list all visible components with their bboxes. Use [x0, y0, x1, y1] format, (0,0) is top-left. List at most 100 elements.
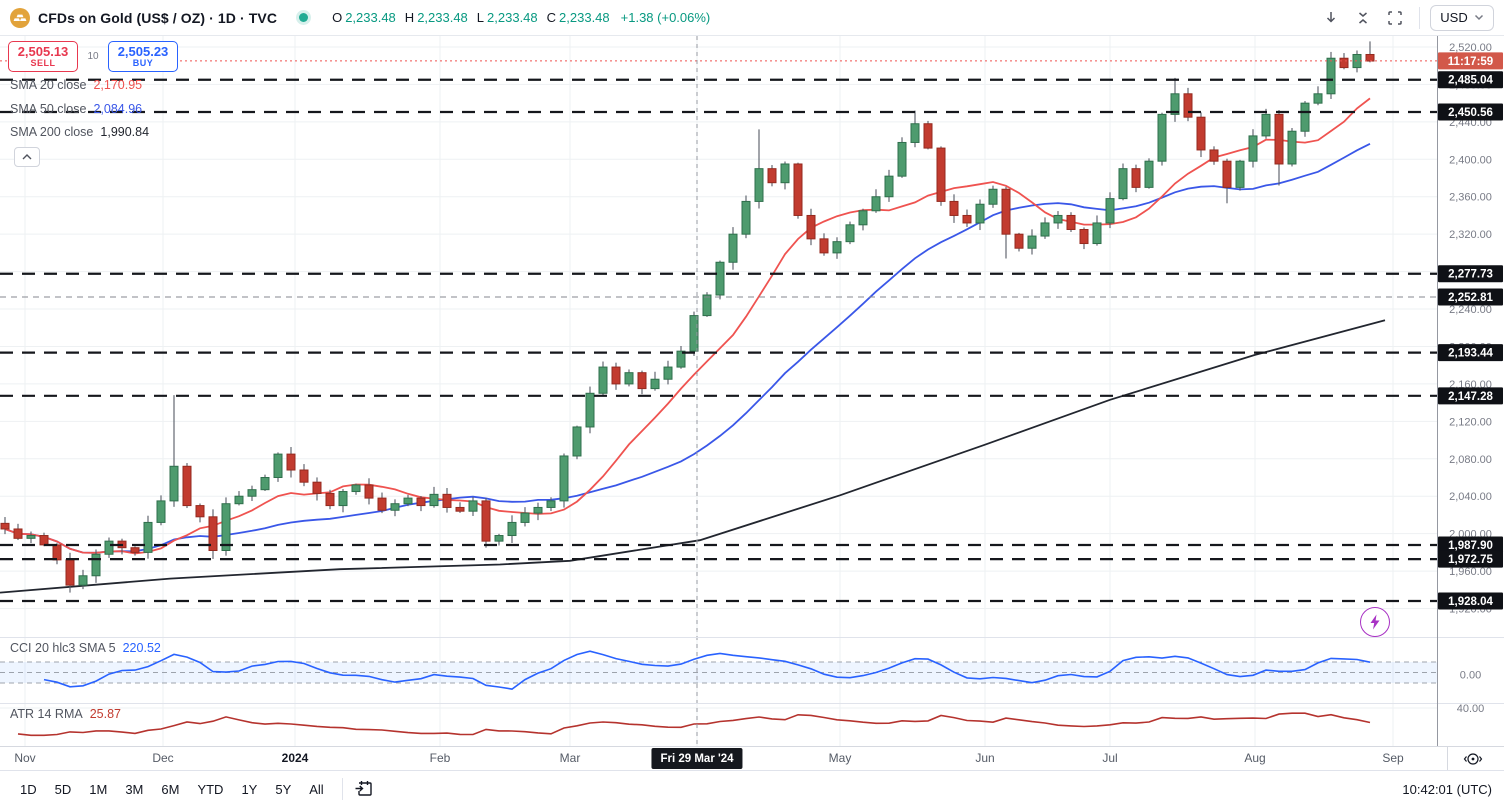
sma50-label: SMA 50 close	[10, 102, 87, 116]
month-label: May	[828, 751, 852, 765]
header-divider	[1419, 6, 1420, 29]
atr-line	[17, 712, 1371, 737]
symbol-title[interactable]: CFDs on Gold (US$ / OZ) · 1D · TVC	[38, 9, 278, 26]
currency-value: USD	[1440, 10, 1468, 25]
svg-text:40.00: 40.00	[1457, 703, 1485, 715]
trade-panel: 2,505.13 SELL 10 2,505.23 BUY	[8, 41, 178, 72]
high-value: 2,233.48	[417, 10, 468, 25]
svg-text:1,987.90: 1,987.90	[1448, 540, 1493, 552]
price-level-labels: 2,485.04 2,450.56 2,277.73 2,252.81 2,193.44…	[1438, 52, 1503, 610]
range-button-5d[interactable]: 5D	[47, 777, 80, 802]
range-button-1d[interactable]: 1D	[12, 777, 45, 802]
gold-symbol-logo-icon	[10, 7, 30, 28]
svg-text:2,320.00: 2,320.00	[1449, 229, 1492, 241]
svg-text:2,193.44: 2,193.44	[1448, 348, 1493, 360]
svg-text:0.00: 0.00	[1460, 670, 1481, 682]
svg-text:2,360.00: 2,360.00	[1449, 192, 1492, 204]
instant-trading-button[interactable]	[1360, 607, 1390, 637]
range-button-1y[interactable]: 1Y	[233, 777, 265, 802]
buy-label: BUY	[132, 57, 154, 68]
chart-header: CFDs on Gold (US$ / OZ) · 1D · TVC O 2,23…	[0, 0, 1504, 36]
svg-text:11:17:59: 11:17:59	[1448, 56, 1493, 68]
time-axis[interactable]: Nov Dec 2024 Feb Mar May Jun Jul Aug Sep Fri 29 M…	[0, 746, 1504, 771]
timezone-icon	[1463, 753, 1483, 765]
month-label: Jun	[975, 751, 995, 765]
grid-lines	[0, 36, 1437, 746]
range-button-5y[interactable]: 5Y	[267, 777, 299, 802]
svg-text:2,252.81: 2,252.81	[1448, 292, 1493, 304]
open-value: 2,233.48	[345, 10, 396, 25]
collapse-pane-button[interactable]	[1349, 4, 1377, 32]
svg-text:2,040.00: 2,040.00	[1449, 491, 1492, 503]
time-axis-divider	[1447, 747, 1448, 771]
sma20-line	[4, 97, 1371, 555]
month-label: Aug	[1244, 751, 1266, 765]
sell-button[interactable]: 2,505.13 SELL	[8, 41, 78, 72]
range-button-1m[interactable]: 1M	[81, 777, 115, 802]
svg-text:2,520.00: 2,520.00	[1449, 42, 1492, 54]
cci-value: 220.52	[122, 641, 161, 655]
calendar-goto-icon	[355, 781, 372, 796]
svg-text:2,277.73: 2,277.73	[1448, 269, 1493, 281]
timezone-settings-button[interactable]	[1460, 749, 1486, 769]
buy-button[interactable]: 2,505.23 BUY	[108, 41, 178, 72]
legend-sma20[interactable]: SMA 20 close 2,170.95	[10, 78, 142, 92]
svg-text:1,928.04: 1,928.04	[1448, 596, 1493, 608]
sma200-value: 1,990.84	[100, 125, 150, 139]
range-button-6m[interactable]: 6M	[153, 777, 187, 802]
bar-countdown-label	[1438, 52, 1503, 70]
chevron-up-icon	[22, 154, 32, 160]
legend-sma50[interactable]: SMA 50 close 2,084.96	[10, 102, 142, 116]
close-label: C	[546, 10, 557, 25]
atr-label: ATR 14 RMA	[10, 707, 83, 721]
spread-value: 10	[78, 51, 108, 62]
svg-text:1,960.00: 1,960.00	[1449, 566, 1492, 578]
svg-text:2,240.00: 2,240.00	[1449, 304, 1492, 316]
sell-price: 2,505.13	[17, 43, 69, 59]
range-button-ytd[interactable]: YTD	[189, 777, 231, 802]
svg-text:2,450.56: 2,450.56	[1448, 107, 1493, 119]
svg-text:2,080.00: 2,080.00	[1449, 454, 1492, 466]
cci-label: CCI 20 hlc3 SMA 5	[10, 641, 116, 655]
toolbar-divider	[341, 778, 343, 800]
sma200-label: SMA 200 close	[10, 125, 94, 139]
month-label: Dec	[152, 751, 174, 765]
month-label: Nov	[14, 751, 36, 765]
range-button-all[interactable]: All	[301, 777, 331, 802]
chevron-down-icon	[1474, 14, 1483, 21]
open-label: O	[332, 10, 343, 25]
change-value: +1.38 (+0.06%)	[620, 10, 711, 25]
month-label: Feb	[429, 751, 451, 765]
svg-text:2,400.00: 2,400.00	[1449, 154, 1492, 166]
range-button-3m[interactable]: 3M	[117, 777, 151, 802]
high-label: H	[404, 10, 415, 25]
go-to-date-button[interactable]	[353, 778, 375, 800]
crosshair-date-tooltip: Fri 29 Mar '24	[651, 748, 743, 769]
level-lines	[0, 78, 1437, 603]
month-label: 2024	[281, 751, 309, 765]
date-range-switcher: 1D 5D 1M 3M 6M YTD 1Y 5Y All	[12, 777, 332, 802]
collapse-legend-button[interactable]	[14, 147, 40, 167]
market-status-dot[interactable]	[299, 13, 309, 22]
sma20-label: SMA 20 close	[10, 78, 87, 92]
currency-dropdown[interactable]: USD	[1430, 4, 1494, 31]
utc-clock[interactable]: 10:42:01 (UTC)	[1402, 781, 1492, 797]
legend-sma200[interactable]: SMA 200 close 1,990.84	[10, 125, 149, 139]
legend-cci[interactable]: CCI 20 hlc3 SMA 5 220.52	[10, 641, 161, 655]
lightning-bolt-icon	[1370, 614, 1380, 630]
download-button[interactable]	[1317, 4, 1345, 32]
sell-label: SELL	[30, 57, 56, 68]
svg-text:2,485.04: 2,485.04	[1448, 75, 1493, 87]
svg-text:1,972.75: 1,972.75	[1448, 554, 1493, 566]
month-label: Jul	[1102, 751, 1118, 765]
sma50-value: 2,084.96	[93, 102, 143, 116]
month-label: Mar	[559, 751, 581, 765]
price-axis-labels[interactable]: 1,920.001,960.002,000.002,040.002,080.00…	[1449, 42, 1492, 715]
atr-value: 25.87	[89, 707, 121, 721]
fullscreen-button[interactable]	[1381, 4, 1409, 32]
legend-atr[interactable]: ATR 14 RMA 25.87	[10, 707, 121, 721]
month-label: Sep	[1382, 751, 1404, 765]
sma50-line	[4, 142, 1371, 554]
